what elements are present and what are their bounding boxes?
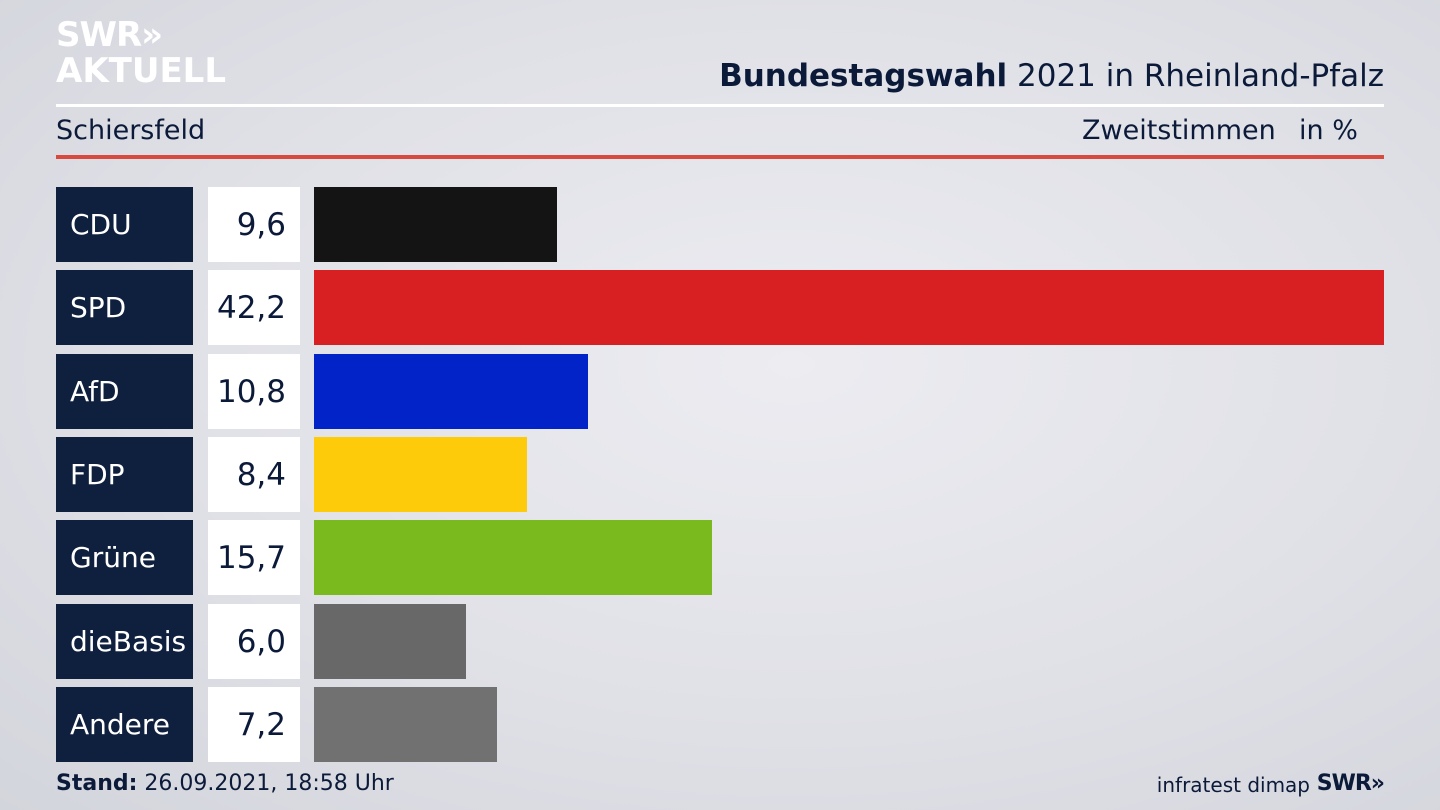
swr-aktuell-logo: SWR» AKTUELL — [56, 18, 226, 88]
chart-title-bold: Bundestagswahl — [719, 58, 1008, 94]
value-label-gr-ne: 15,7 — [208, 520, 300, 595]
party-label-fdp: FDP — [56, 437, 193, 512]
bar-diebasis — [314, 604, 467, 679]
party-label-gr-ne: Grüne — [56, 520, 193, 595]
value-label-fdp: 8,4 — [208, 437, 300, 512]
logo-line-1: SWR» — [56, 15, 163, 55]
bar-spd — [314, 270, 1384, 345]
data-source: infratest dimap — [1156, 773, 1310, 797]
chart-title-rest: 2021 in Rheinland-Pfalz — [1007, 58, 1384, 94]
timestamp-value: 26.09.2021, 18:58 Uhr — [137, 771, 394, 796]
logo-line-2: AKTUELL — [56, 51, 227, 91]
swr-brand-logo: SWR» — [1316, 771, 1385, 796]
chart-title: Bundestagswahl 2021 in Rheinland-Pfalz — [719, 58, 1384, 94]
party-label-andere: Andere — [56, 687, 193, 762]
accent-divider — [56, 155, 1384, 159]
value-label-afd: 10,8 — [208, 354, 300, 429]
party-label-afd: AfD — [56, 354, 193, 429]
bar-afd — [314, 354, 588, 429]
value-label-cdu: 9,6 — [208, 187, 300, 262]
value-label-andere: 7,2 — [208, 687, 300, 762]
bar-andere — [314, 687, 497, 762]
measure-label: Zweitstimmen — [1082, 115, 1276, 146]
bar-cdu — [314, 187, 558, 262]
timestamp-label: Stand: — [56, 771, 138, 796]
party-label-diebasis: dieBasis — [56, 604, 193, 679]
unit-label: in % — [1299, 115, 1358, 146]
party-label-spd: SPD — [56, 270, 193, 345]
bar-fdp — [314, 437, 527, 512]
location-label: Schiersfeld — [56, 115, 206, 146]
bar-gr-ne — [314, 520, 713, 595]
timestamp: Stand: 26.09.2021, 18:58 Uhr — [56, 771, 394, 796]
value-label-spd: 42,2 — [208, 270, 300, 345]
header-divider — [56, 104, 1384, 107]
party-label-cdu: CDU — [56, 187, 193, 262]
value-label-diebasis: 6,0 — [208, 604, 300, 679]
